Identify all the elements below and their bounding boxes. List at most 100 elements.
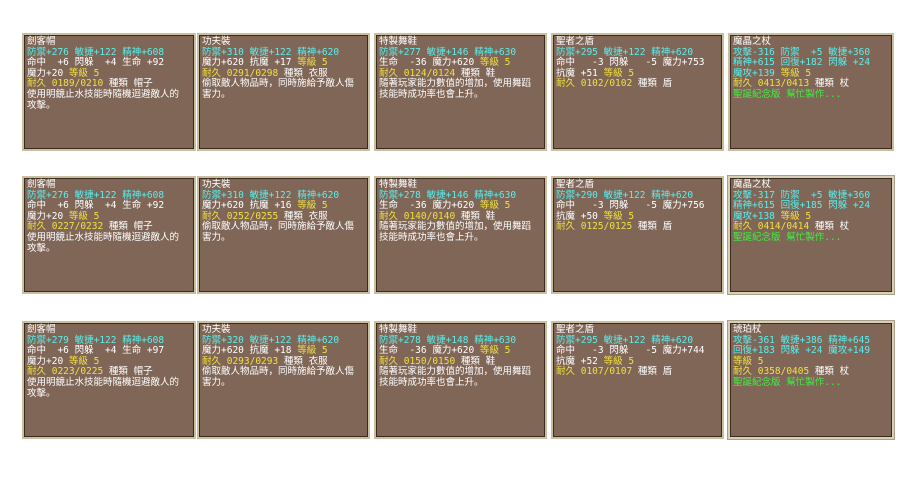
item-text-segment: 攻擊。 — [27, 387, 56, 399]
item-text-segment: 精神+615 回復+185 閃躲 +24 — [733, 200, 871, 212]
item-text-segment: 聖者之盾 — [556, 324, 595, 335]
item-tooltip-card: 聖者之盾 防禦+295 敏捷+122 精神+620 命中 -3 閃躲 -5 魔力+7… — [551, 321, 724, 439]
item-text-segment: 偷取敵人物品時，同時施給予敵人傷 — [202, 78, 355, 90]
item-stat-line: 防禦+295 敏捷+122 精神+620 — [556, 334, 719, 347]
item-text-segment: 魔力+620 抗魔 +18 — [202, 345, 298, 357]
item-tooltip-card: 魔晶之杖 攻擊-317 防禦 +5 敏捷+360 精神+615 回復+185 閃躲 … — [728, 176, 894, 294]
item-stat-line: 抗魔 +50 等級 5 — [556, 210, 719, 223]
item-text-segment: 等級 5 — [780, 67, 812, 79]
item-text-segment: 偷取敵人物品時，同時施給予敵人傷 — [202, 366, 355, 378]
item-name: 功夫裝 — [202, 36, 365, 48]
item-text-segment: 抗魔 +50 — [556, 210, 604, 222]
item-text-segment: 攻擊。 — [27, 242, 56, 254]
item-text-segment: 種類 衣服 — [283, 210, 328, 222]
item-stat-line: 防禦+320 敏捷+122 精神+620 — [202, 335, 365, 347]
item-stat-line: 防禦+310 敏捷+122 精神+620 — [202, 47, 365, 59]
item-text-segment: 種類 衣服 — [283, 355, 328, 367]
item-text-segment: 等級 5 — [297, 345, 328, 357]
item-tooltip-card: 琥珀杖 攻擊-361 敏捷+386 精神+645 回復+183 閃躲 +24 魔攻+… — [728, 321, 894, 439]
item-text-segment: 聖誕紀念版 幫忙製作... — [733, 88, 842, 100]
item-stat-line: 聖誕紀念版 幫忙製作... — [733, 88, 889, 101]
item-stat-line: 防禦+278 敏捷+148 精神+630 — [379, 335, 542, 347]
item-text-segment: 隨著玩家能力數值的增加，使用舞蹈 — [379, 366, 532, 378]
item-text-segment: 耐久 0414/0414 — [733, 221, 815, 233]
item-stat-line: 隨著玩家能力數值的增加，使用舞蹈 — [379, 222, 542, 233]
item-text-segment: 攻擊。 — [27, 99, 56, 111]
item-tooltip-card: 功夫裝 防禦+310 敏捷+122 精神+620 魔力+620 抗魔 +16 等級 … — [197, 176, 370, 294]
item-stat-line: 隨著玩家能力數值的增加，使用舞蹈 — [379, 367, 542, 378]
item-stat-line: 耐久 0414/0414 種類 杖 — [733, 222, 889, 233]
item-text-segment: 種類 盾 — [637, 78, 673, 90]
item-stat-line: 魔力+620 抗魔 +17 等級 5 — [202, 57, 365, 69]
item-name: 聖者之盾 — [556, 36, 719, 48]
item-text-segment: 功夫裝 — [202, 324, 231, 335]
item-stat-line: 使用明鏡止水技能時隨機迴避敵人的 — [27, 377, 191, 389]
item-text-segment: 防禦+295 敏捷+122 精神+620 — [556, 334, 694, 346]
item-text-segment: 種類 杖 — [814, 78, 850, 90]
item-text-segment: 耐久 0189/0210 — [27, 78, 109, 90]
item-text-segment: 等級 5 — [68, 355, 100, 367]
item-text-segment: 聖者之盾 — [556, 36, 595, 47]
item-stat-line: 攻擊-316 防禦 +5 敏捷+360 — [733, 46, 889, 59]
item-text-segment: 種類 杖 — [814, 366, 850, 378]
item-text-segment: 種類 帽子 — [108, 78, 153, 90]
item-text-segment: 耐久 0124/0124 — [379, 67, 461, 79]
item-text-segment: 等級 5 — [479, 345, 511, 357]
item-text-segment: 精神+615 回復+182 閃躲 +24 — [733, 57, 871, 69]
item-text-segment: 防禦+290 敏捷+122 精神+620 — [556, 189, 694, 201]
item-stat-line: 命中 -3 閃躲 -5 魔力+744 — [556, 345, 719, 357]
item-stat-line: 使用明鏡止水技能時隨機迴避敵人的 — [27, 89, 191, 101]
item-stat-line: 害力。 — [202, 88, 365, 101]
item-text-segment: 害力。 — [202, 376, 231, 388]
item-text-segment: 種類 衣服 — [283, 67, 328, 79]
item-stat-line: 攻擊-317 防禦 +5 敏捷+360 — [733, 190, 889, 202]
item-stat-line: 生命 -36 魔力+620 等級 5 — [379, 345, 542, 357]
item-stat-line: 偷取敵人物品時，同時施給予敵人傷 — [202, 367, 365, 378]
item-text-segment: 劍客帽 — [27, 179, 56, 190]
item-text-segment: 耐久 0227/0232 — [27, 221, 109, 233]
item-stat-line: 防禦+277 敏捷+146 精神+630 — [379, 47, 542, 59]
item-text-segment: 魔力+20 — [27, 355, 69, 367]
item-text-segment: 特製舞鞋 — [379, 324, 418, 335]
item-tooltip-card: 功夫裝 防禦+310 敏捷+122 精神+620 魔力+620 抗魔 +17 等級 … — [197, 33, 370, 151]
item-stat-line: 攻擊-361 敏捷+386 精神+645 — [733, 335, 889, 347]
item-stat-line: 抗魔 +51 等級 5 — [556, 67, 719, 80]
item-text-segment: 魔力+20 — [27, 67, 69, 79]
item-name: 特製舞鞋 — [379, 179, 542, 191]
item-text-segment: 隨著玩家能力數值的增加，使用舞蹈 — [379, 221, 532, 233]
item-tooltip-card: 特製舞鞋 防禦+278 敏捷+148 精神+630 生命 -36 魔力+620 等級… — [374, 321, 547, 439]
item-name: 特製舞鞋 — [379, 36, 542, 48]
item-text-segment: 耐久 0125/0125 — [556, 221, 638, 233]
item-stat-line: 防禦+276 敏捷+122 精神+608 — [27, 190, 191, 202]
item-stat-line: 命中 -3 閃躲 -5 魔力+753 — [556, 57, 719, 69]
item-text-segment: 回復+183 閃躲 +24 魔攻+149 — [733, 345, 871, 357]
item-name: 功夫裝 — [202, 324, 365, 336]
item-stat-line: 隨著玩家能力數值的增加，使用舞蹈 — [379, 79, 542, 90]
item-name: 劍客帽 — [27, 179, 191, 191]
item-stat-line: 攻擊。 — [27, 242, 191, 255]
item-text-segment: 魔力+620 抗魔 +16 — [202, 200, 298, 212]
item-text-segment: 耐久 0358/0405 — [733, 366, 815, 378]
item-stat-line: 技能時成功率也會上升。 — [379, 88, 542, 101]
item-text-segment: 害力。 — [202, 88, 231, 100]
item-stat-line: 防禦+290 敏捷+122 精神+620 — [556, 189, 719, 202]
item-stat-line: 回復+183 閃躲 +24 魔攻+149 — [733, 345, 889, 357]
item-stat-line: 耐久 0227/0232 種類 帽子 — [27, 222, 191, 233]
item-text-segment: 防禦+310 敏捷+122 精神+620 — [202, 189, 340, 201]
item-text-segment: 等級 5 — [479, 200, 511, 212]
item-stat-line: 魔攻+139 等級 5 — [733, 67, 889, 80]
item-text-segment: 技能時成功率也會上升。 — [379, 88, 484, 100]
item-text-segment: 魔攻+139 — [733, 67, 781, 79]
item-stat-line: 魔力+20 等級 5 — [27, 67, 191, 80]
item-text-segment: 攻擊-316 防禦 +5 敏捷+360 — [733, 46, 871, 58]
item-text-segment: 抗魔 +51 — [556, 67, 604, 79]
item-stat-line: 耐久 0358/0405 種類 杖 — [733, 367, 889, 378]
item-name: 特製舞鞋 — [379, 324, 542, 336]
item-stat-line: 耐久 0124/0124 種類 鞋 — [379, 67, 542, 80]
item-stat-line: 攻擊。 — [27, 387, 191, 400]
item-text-segment: 命中 -3 閃躲 -5 魔力+753 — [556, 57, 705, 69]
item-text-segment: 防禦+276 敏捷+122 精神+608 — [27, 46, 165, 58]
item-stat-line: 防禦+295 敏捷+122 精神+620 — [556, 46, 719, 59]
item-text-segment: 防禦+295 敏捷+122 精神+620 — [556, 46, 694, 58]
item-stat-line: 聖誕紀念版 幫忙製作... — [733, 377, 889, 389]
